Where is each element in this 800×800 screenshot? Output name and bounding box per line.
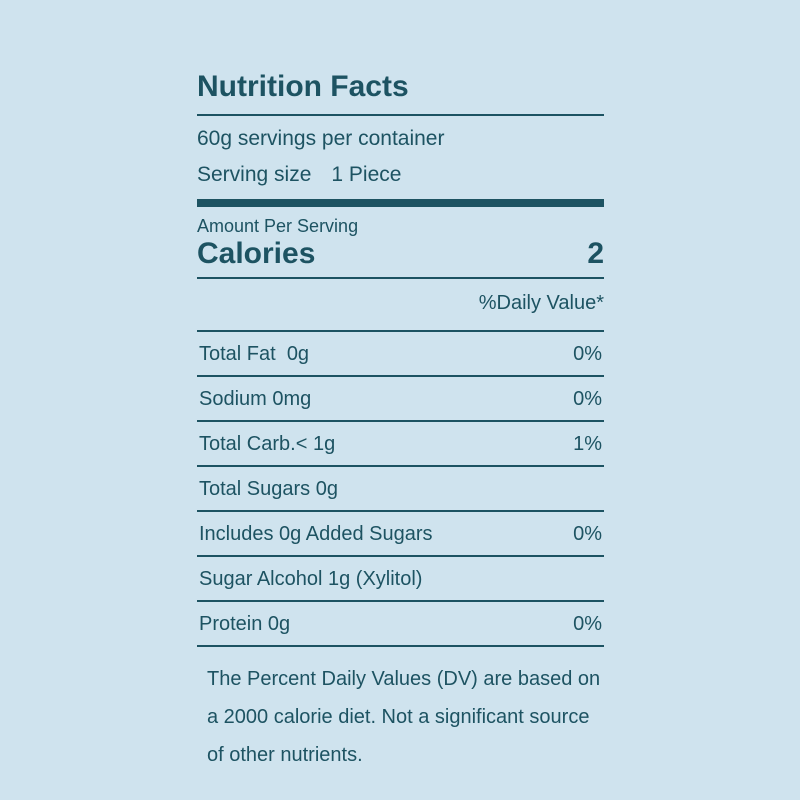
nutrient-daily-value: 0% — [573, 388, 602, 411]
calories-value: 2 — [587, 237, 604, 271]
serving-size-label: Serving size — [197, 163, 312, 187]
nutrient-row-total-carb: Total Carb.< 1g 1% — [197, 422, 604, 468]
nutrient-name: Total Carb.< 1g — [199, 433, 336, 456]
nutrient-name: Total Sugars 0g — [199, 478, 338, 501]
servings-per-container: 60g servings per container — [197, 127, 445, 150]
serving-size-value: 1 Piece — [331, 163, 402, 187]
nutrient-row-total-fat: Total Fat 0g 0% — [197, 332, 604, 378]
nutrient-row-sugar-alcohol: Sugar Alcohol 1g (Xylitol) — [197, 557, 604, 603]
nutrient-row-total-sugars: Total Sugars 0g — [197, 467, 604, 513]
nutrient-daily-value: 0% — [573, 343, 602, 366]
nutrient-row-protein: Protein 0g 0% — [197, 602, 604, 648]
serving-size-row: Serving size 1 Piece — [197, 163, 604, 186]
nutrient-row-added-sugars: Includes 0g Added Sugars 0% — [197, 512, 604, 558]
nutrient-daily-value: 0% — [573, 613, 602, 636]
nutrient-daily-value: 1% — [573, 433, 602, 456]
nutrient-row-sodium: Sodium 0mg 0% — [197, 377, 604, 423]
thick-divider-bar — [197, 199, 604, 208]
nutrient-name: Sugar Alcohol 1g (Xylitol) — [199, 568, 423, 591]
calories-label: Calories — [197, 237, 316, 271]
nutrient-name: Protein 0g — [199, 613, 291, 636]
daily-value-footnote: The Percent Daily Values (DV) are based … — [207, 668, 601, 767]
label-title: Nutrition Facts — [197, 72, 604, 116]
nutrition-facts-label: Nutrition Facts 60g servings per contain… — [197, 72, 604, 774]
amount-per-serving-label: Amount Per Serving — [197, 216, 359, 237]
nutrient-name: Total Fat 0g — [199, 343, 310, 366]
nutrient-name: Sodium 0mg — [199, 388, 312, 411]
nutrient-daily-value: 0% — [573, 523, 602, 546]
nutrient-name: Includes 0g Added Sugars — [199, 523, 433, 546]
calories-row: Calories 2 — [197, 237, 604, 280]
daily-value-header: %Daily Value* — [197, 279, 604, 333]
